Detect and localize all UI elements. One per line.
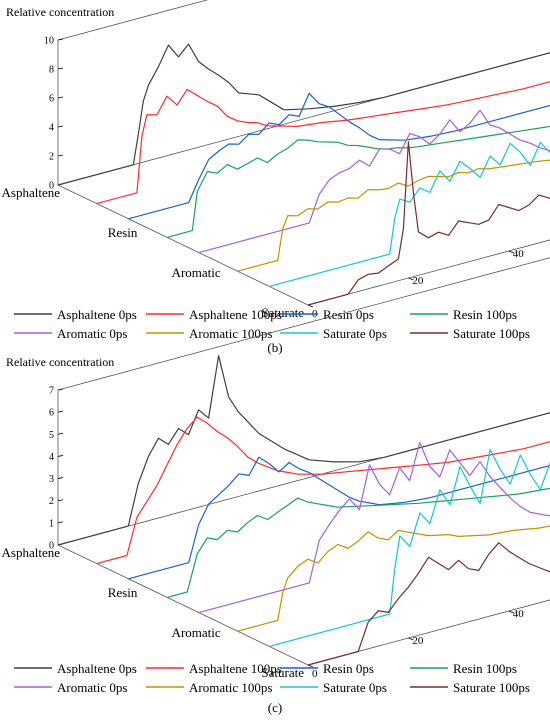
- distance-tick-label: 20: [412, 635, 424, 647]
- legend-label-saturate-0ps: Saturate 0ps: [323, 680, 387, 695]
- z-tick-label: 5: [49, 430, 54, 441]
- series-line-saturate-0ps: [269, 449, 550, 647]
- z-tick: [57, 388, 64, 391]
- z-tick-label: 0: [49, 541, 54, 552]
- z-tick-label: 7: [49, 386, 54, 397]
- category-label-resin: Resin: [108, 585, 138, 600]
- z-tick: [57, 154, 64, 157]
- frame-line: [57, 0, 209, 41]
- frame-line: [57, 257, 550, 391]
- series-line-aromatic-0ps: [198, 441, 550, 614]
- z-tick-label: 3: [49, 474, 54, 485]
- legend-label-resin-0ps: Resin 0ps: [323, 661, 374, 676]
- z-tick: [57, 410, 64, 413]
- z-tick-label: 8: [49, 65, 54, 76]
- legend-label-resin-0ps: Resin 0ps: [323, 307, 374, 322]
- legend-label-saturate-100ps: Saturate 100ps: [453, 680, 530, 695]
- category-label-saturate: Saturate: [261, 305, 304, 320]
- series-line-asphaltene-100ps: [96, 416, 550, 565]
- z-tick: [57, 499, 64, 502]
- series-line-asphaltene-0ps: [57, 43, 550, 186]
- series-line-saturate-100ps: [307, 141, 550, 306]
- z-tick: [57, 67, 64, 70]
- distance-tick-label: 0: [312, 668, 318, 680]
- distance-tick: [508, 250, 514, 254]
- z-tick: [57, 125, 64, 128]
- distance-tick-label: 40: [513, 608, 525, 620]
- category-label-aromatic: Aromatic: [172, 625, 221, 640]
- z-tick-label: 6: [49, 94, 54, 105]
- distance-tick: [408, 637, 414, 641]
- category-label-aromatic: Aromatic: [172, 265, 221, 280]
- z-tick-label: 0: [49, 181, 54, 192]
- legend-label-asphaltene-100ps: Asphaltene 100ps: [189, 307, 282, 322]
- legend-label-saturate-100ps: Saturate 100ps: [453, 326, 530, 341]
- frame-line: [57, 544, 309, 666]
- panel-caption-c: (c): [268, 700, 282, 715]
- series-line-asphaltene-100ps: [96, 81, 550, 205]
- legend-label-saturate-0ps: Saturate 0ps: [323, 326, 387, 341]
- series-line-aromatic-100ps: [237, 159, 550, 272]
- legend-label-aromatic-100ps: Aromatic 100ps: [189, 326, 272, 341]
- frame-line: [57, 184, 309, 306]
- series-line-asphaltene-0ps: [57, 355, 550, 546]
- z-tick: [57, 38, 64, 41]
- z-tick: [57, 96, 64, 99]
- z-tick-label: 10: [44, 36, 54, 47]
- legend-label-aromatic-100ps: Aromatic 100ps: [189, 680, 272, 695]
- series-line-aromatic-100ps: [237, 525, 550, 632]
- z-tick-label: 6: [49, 408, 54, 419]
- legend-label-aromatic-0ps: Aromatic 0ps: [57, 680, 127, 695]
- y-axis-title: Relative concentration: [6, 5, 114, 19]
- legend-label-aromatic-0ps: Aromatic 0ps: [57, 326, 127, 341]
- legend-label-asphaltene-100ps: Asphaltene 100ps: [189, 661, 282, 676]
- y-axis-title: Relative concentration: [6, 355, 114, 369]
- series-line-saturate-100ps: [307, 542, 550, 666]
- series-line-resin-0ps: [128, 456, 550, 580]
- category-label-asphaltene: Asphaltene: [2, 545, 61, 560]
- z-tick-label: 2: [49, 496, 54, 507]
- category-label-asphaltene: Asphaltene: [2, 185, 61, 200]
- legend-label-resin-100ps: Resin 100ps: [453, 661, 517, 676]
- legend-label-resin-100ps: Resin 100ps: [453, 307, 517, 322]
- category-label-resin: Resin: [108, 225, 138, 240]
- frame-line: [57, 412, 550, 546]
- series-line-resin-100ps: [167, 487, 550, 598]
- z-tick-label: 1: [49, 518, 54, 529]
- frame-line: [307, 239, 550, 306]
- z-tick: [57, 455, 64, 457]
- series-line-aromatic-0ps: [198, 109, 550, 254]
- z-tick-label: 4: [49, 452, 54, 463]
- series-line-saturate-0ps: [269, 141, 550, 287]
- legend-label-asphaltene-0ps: Asphaltene 0ps: [57, 661, 137, 676]
- legend-label-asphaltene-0ps: Asphaltene 0ps: [57, 307, 137, 322]
- z-tick-label: 4: [49, 123, 54, 134]
- z-tick: [57, 432, 64, 435]
- distance-tick-label: 20: [412, 275, 424, 287]
- z-tick: [57, 521, 64, 524]
- distance-tick: [508, 610, 514, 614]
- distance-tick-label: 40: [513, 248, 525, 260]
- z-tick: [57, 477, 64, 479]
- z-tick-label: 2: [49, 152, 54, 163]
- panel-caption-b: (b): [267, 340, 282, 355]
- series-line-resin-0ps: [128, 92, 550, 220]
- distance-tick: [408, 277, 414, 281]
- series-line-resin-100ps: [167, 125, 550, 238]
- frame-line: [307, 599, 550, 666]
